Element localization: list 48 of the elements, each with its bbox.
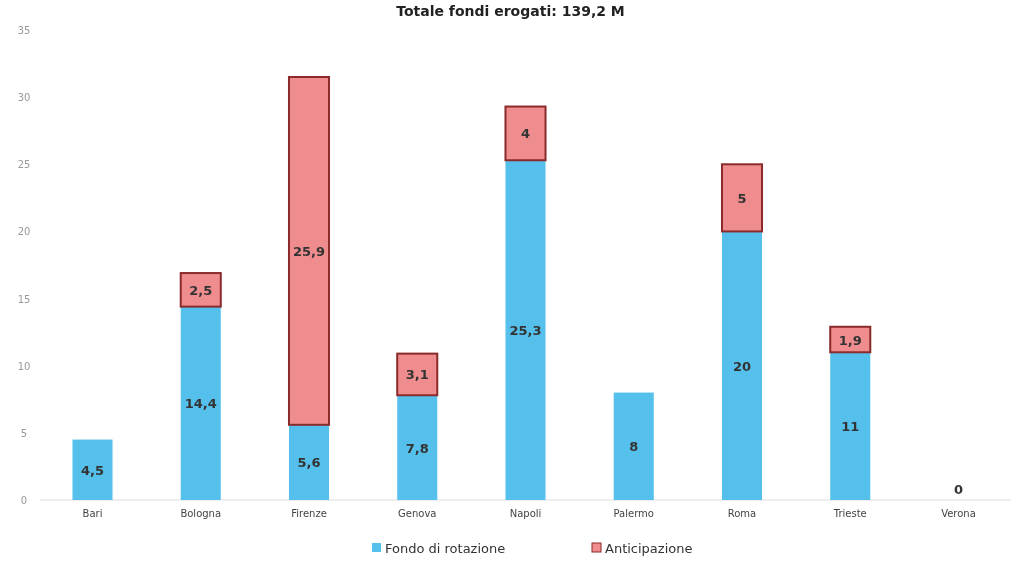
y-tick-label: 5 [20, 427, 28, 439]
x-tick-label: Genova [398, 508, 437, 519]
bar [288, 424, 330, 500]
bar [180, 306, 221, 500]
data-label: 8 [629, 439, 639, 455]
data-label: 11 [841, 419, 860, 435]
x-tick-label: Roma [727, 508, 757, 519]
data-label: 4,5 [80, 462, 105, 478]
data-label: 0 [953, 482, 964, 497]
legend-label: Fondo di rotazione [385, 541, 506, 556]
x-tick-label: Trieste [832, 508, 867, 519]
data-label: 14,4 [184, 396, 217, 412]
bar [720, 163, 764, 233]
bar [287, 76, 331, 426]
x-tick-label: Verona [941, 508, 976, 519]
bar [396, 352, 439, 397]
y-tick-label: 0 [20, 495, 28, 506]
y-tick-label: 25 [17, 159, 31, 171]
y-tick-label: 15 [17, 293, 31, 305]
bar [397, 395, 438, 500]
data-label: 3,1 [405, 367, 429, 383]
data-label: 25,9 [292, 243, 326, 259]
bar [72, 439, 113, 500]
bar [613, 392, 654, 500]
bar [504, 105, 547, 162]
bar [721, 231, 763, 500]
data-label: 7,8 [405, 440, 429, 456]
x-tick-label: Bari [82, 508, 103, 519]
data-label: 5 [737, 190, 747, 206]
data-label: 5,6 [297, 455, 321, 471]
x-tick-label: Napoli [509, 508, 542, 519]
x-tick-label: Palermo [613, 508, 654, 519]
data-label: 4 [520, 126, 531, 142]
y-tick-label: 35 [17, 25, 31, 36]
data-label: 2,5 [189, 282, 213, 298]
bar [505, 160, 546, 500]
legend-label: Anticipazione [605, 541, 693, 556]
x-tick-label: Bologna [180, 508, 222, 519]
data-label: 25,3 [509, 323, 542, 339]
data-label: 20 [732, 358, 752, 374]
y-tick-label: 10 [17, 360, 31, 372]
y-tick-label: 30 [17, 92, 31, 104]
y-tick-label: 20 [17, 226, 31, 238]
x-tick-label: Firenze [291, 508, 327, 519]
chart-title: Totale fondi erogati: 139,2 M [396, 3, 625, 19]
data-label: 1,9 [838, 332, 862, 348]
bar [830, 352, 871, 500]
bar [179, 272, 222, 308]
